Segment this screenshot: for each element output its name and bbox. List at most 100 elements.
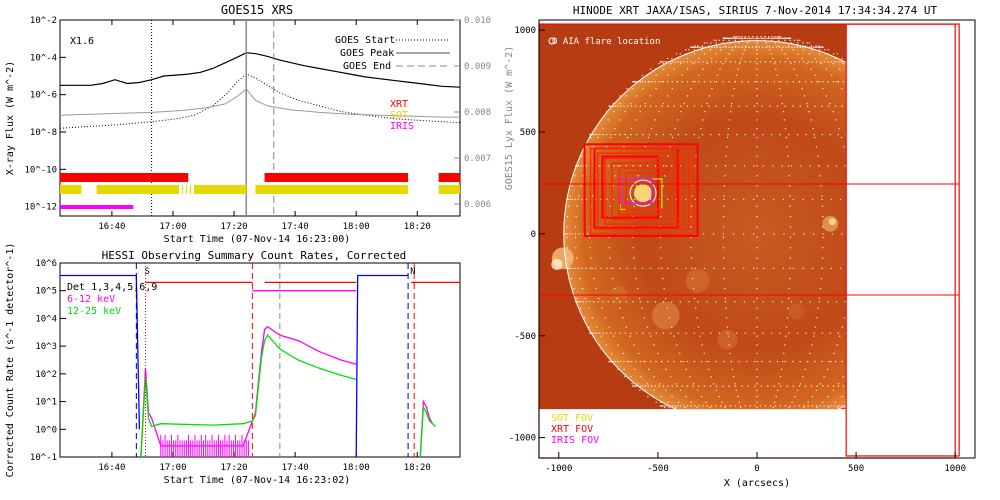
graticule-dot [836, 53, 839, 55]
graticule-dot [863, 81, 864, 82]
graticule-dot [617, 360, 619, 363]
graticule-dot [722, 236, 725, 239]
graticule-dot [773, 385, 775, 387]
graticule-dot [875, 233, 876, 234]
graticule-dot [690, 420, 691, 421]
graticule-dot [875, 165, 876, 166]
coverage-iris-bar [60, 205, 134, 209]
graticule-dot [695, 307, 697, 310]
graticule-dot [671, 165, 673, 167]
hessi-axes: 16:40 17:00 17:20 17:40 18:00 18:2010^610^510… [30, 259, 431, 473]
graticule-dot [728, 385, 730, 387]
goes-ylabel: X-ray Flux (W m^-2) [5, 61, 16, 175]
graticule-dot [649, 360, 652, 363]
graticule-dot [756, 110, 758, 113]
graticule-dot [809, 165, 811, 167]
hessi-y-tick: 10^6 [35, 259, 57, 269]
graticule-dot [727, 133, 729, 136]
graticule-dot [673, 68, 675, 70]
goes-y2-tick: 0.007 [464, 154, 491, 164]
graticule-dot [620, 360, 622, 363]
graticule-dot [935, 165, 936, 166]
graticule-dot [835, 301, 838, 303]
graticule-dot [756, 368, 758, 371]
graticule-dot [685, 395, 687, 398]
graticule-dot [752, 198, 755, 201]
graticule-dot [901, 106, 902, 107]
graticule-dot [764, 429, 765, 430]
graticule-dot [908, 268, 909, 269]
graticule-dot [567, 198, 570, 201]
graticule-dot [823, 61, 825, 63]
graticule-dot [624, 376, 626, 378]
graticule-dot [703, 233, 705, 235]
graticule-dot [783, 429, 784, 430]
graticule-dot [771, 412, 772, 413]
graticule-dot [728, 344, 730, 346]
graticule-dot [702, 119, 704, 121]
graticule-dot [747, 37, 749, 39]
graticule-dot [756, 360, 758, 363]
graticule-dot [820, 420, 821, 421]
graticule-dot [873, 165, 874, 166]
graticule-dot [925, 308, 926, 309]
graticule-dot [700, 360, 703, 363]
graticule-dot [794, 416, 795, 417]
goes-series-2 [59, 88, 460, 118]
graticule-dot [715, 39, 717, 42]
goes-xlabel: Start Time (07-Nov-14 16:23:00) [164, 234, 351, 245]
graticule-dot [900, 336, 901, 337]
graticule-dot [725, 429, 726, 430]
graticule-dot [756, 62, 758, 65]
graticule-dot [821, 105, 823, 107]
graticule-dot [753, 431, 754, 432]
graticule-dot [723, 429, 724, 430]
graticule-dot [922, 134, 923, 135]
graticule-dot [690, 226, 692, 228]
graticule-dot [591, 317, 594, 319]
graticule-dot [756, 335, 758, 337]
graticule-dot [728, 420, 729, 421]
legend-xrt-fov: XRT FOV [551, 424, 593, 435]
graticule-dot [883, 106, 884, 107]
graticule-dot [665, 368, 667, 371]
graticule-dot [647, 136, 650, 139]
graticule-dot [596, 332, 598, 334]
goes-title: GOES15 XRS [221, 3, 293, 17]
graticule-dot [747, 81, 750, 83]
graticule-dot [933, 301, 934, 302]
graticule-dot [756, 420, 757, 421]
graticule-dot [819, 420, 820, 421]
graticule-dot [635, 185, 638, 187]
graticule-dot [619, 301, 621, 303]
graticule-dot [662, 165, 665, 167]
graticule-dot [799, 360, 801, 363]
graticule-dot [710, 61, 713, 63]
goes-y-tick: 10^-10 [24, 165, 57, 175]
graticule-dot [753, 360, 756, 363]
graticule-dot [693, 133, 696, 136]
graticule-dot [686, 57, 689, 60]
graticule-dot [675, 267, 678, 270]
fov-box-xrt [583, 143, 699, 237]
graticule-dot [743, 165, 746, 167]
graticule-dot [723, 429, 724, 430]
graticule-dot [807, 405, 809, 407]
graticule-dot [702, 420, 703, 421]
graticule-dot [740, 426, 741, 427]
graticule-dot [830, 198, 833, 201]
graticule-dot [583, 317, 586, 319]
graticule-dot [648, 133, 651, 136]
graticule-dot [895, 301, 896, 302]
graticule-dot [931, 156, 932, 157]
graticule-dot [865, 361, 866, 362]
graticule-dot [726, 426, 727, 427]
graticule-dot [686, 105, 689, 107]
graticule-dot [803, 406, 805, 409]
graticule-dot [713, 423, 714, 424]
graticule-dot [724, 406, 726, 409]
graticule-dot [809, 423, 810, 424]
graticule-dot [619, 133, 621, 136]
graticule-dot [814, 416, 815, 417]
graticule-dot [579, 277, 581, 280]
